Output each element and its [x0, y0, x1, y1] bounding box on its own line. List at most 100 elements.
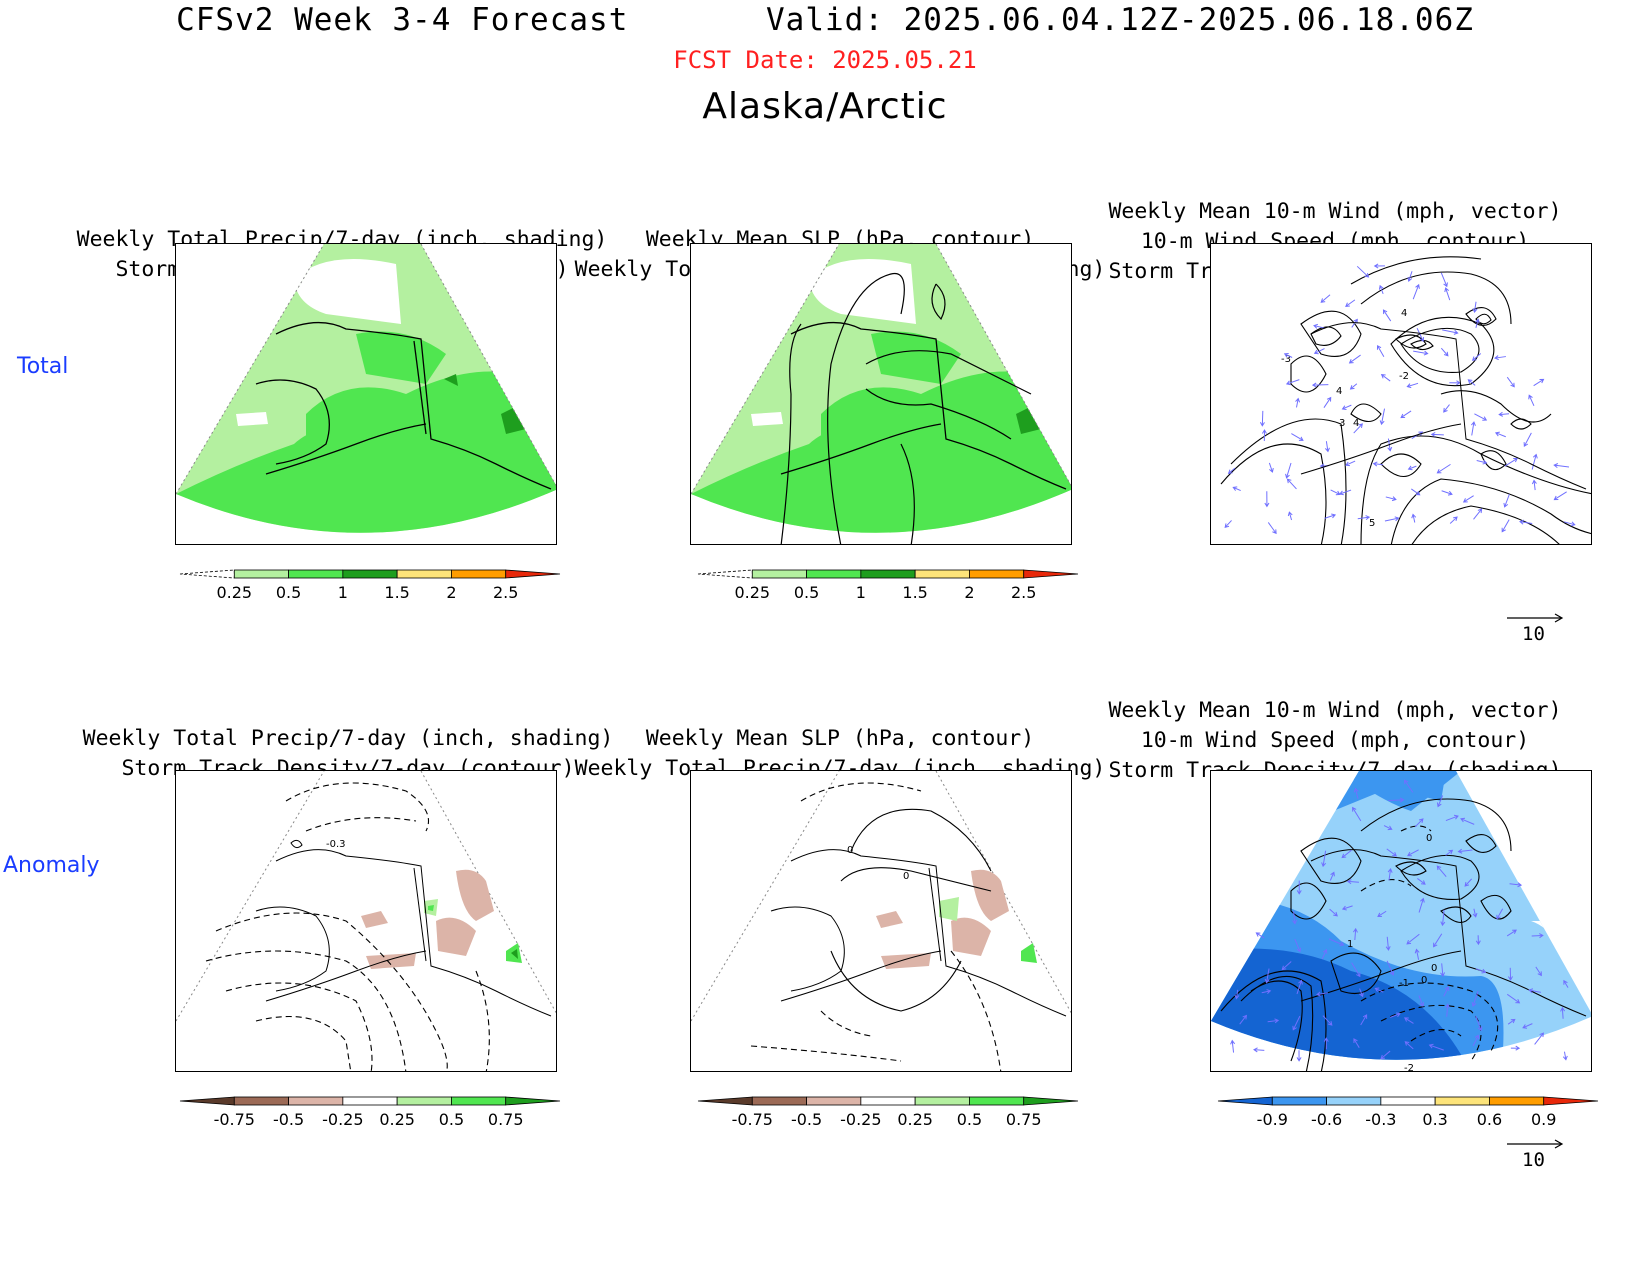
colorbar-tick-label: 0.75: [488, 1110, 524, 1129]
wind-vector: [1476, 459, 1488, 465]
colorbar-tick-label: 2.5: [493, 583, 518, 602]
wind-vector: [1349, 383, 1358, 390]
wind-vector: [1356, 265, 1370, 278]
wind-vector: [1475, 935, 1481, 946]
row-label-anomaly: Anomaly: [3, 853, 100, 878]
wind-vector: [1433, 933, 1443, 948]
wind-vector: [1444, 287, 1451, 301]
wind-vector: [1377, 910, 1387, 918]
wind-vector: [1470, 421, 1476, 436]
colorbar-tick-label: 2.5: [1011, 583, 1036, 602]
wind-vector: [1321, 850, 1327, 868]
wind-vector: [1464, 878, 1473, 887]
wind-vector: [1316, 991, 1329, 997]
wind-vector: [1234, 989, 1240, 1000]
wind-vector: [1359, 988, 1364, 998]
colorbar-segment: [969, 1096, 1025, 1106]
wind-vector: [1404, 779, 1414, 793]
wind-vector: [1374, 987, 1384, 993]
colorbar-segment: [1434, 1096, 1490, 1106]
colorbar-segment: [179, 569, 235, 579]
wind-vector: [1264, 491, 1270, 508]
wind-vector: [1523, 432, 1532, 447]
wind-vector: [1388, 797, 1405, 803]
wind-vector: [1563, 521, 1576, 527]
wind-vector: [1321, 948, 1328, 960]
colorbar-tick-label: -0.75: [732, 1110, 773, 1129]
wind-vector: [1341, 849, 1352, 859]
colorbar-tick-label: 0.5: [439, 1110, 464, 1129]
colorbar-tick-label: 0.75: [1006, 1110, 1042, 1129]
colorbar-tick-label: -0.25: [322, 1110, 363, 1129]
wind-vector: [1531, 933, 1544, 939]
colorbar-segment: [860, 569, 916, 579]
colorbar-segment: [1271, 1096, 1327, 1106]
map-anom-precip: -0.3: [175, 770, 557, 1072]
wind-vector: [1390, 1012, 1401, 1018]
colorbar-segment: [969, 569, 1025, 579]
colorbar-total-precip-2: 0.25 0.5 1 1.5 2 2.5: [688, 568, 1088, 608]
wind-vector: [1400, 410, 1412, 419]
wind-vector: [1353, 1038, 1360, 1048]
colorbar-tick-label: 1.5: [902, 583, 927, 602]
wind-vector: [1436, 463, 1451, 474]
colorbar-segment: [233, 1096, 289, 1106]
wind-vector: [1460, 817, 1475, 825]
reference-vector-label: 10: [1522, 1149, 1545, 1171]
colorbar-segment: [1217, 1096, 1273, 1106]
wind-vector: [1414, 948, 1420, 960]
wind-vector: [1560, 1006, 1566, 1019]
wind-vector: [1472, 908, 1478, 918]
colorbar-segment: [1380, 1096, 1436, 1106]
wind-vector: [1436, 865, 1447, 878]
wind-vector: [1311, 382, 1329, 388]
wind-vector: [1348, 354, 1361, 364]
colorbar-segment: [288, 569, 344, 579]
wind-vector: [1506, 993, 1521, 1004]
wind-vector: [1287, 511, 1293, 521]
colorbar-tick-label: 0.5: [276, 583, 301, 602]
wind-vector: [1292, 911, 1298, 925]
wind-vector: [1494, 431, 1506, 438]
colorbar-segment: [288, 1096, 344, 1106]
colorbar-tick-label: -0.75: [214, 1110, 255, 1129]
wind-vector: [1328, 938, 1345, 947]
colorbar-tick-label: 2: [446, 583, 456, 602]
map-anom-wind: 0 1 0 -1 0 -2: [1210, 770, 1592, 1072]
colorbar-tick-label: 0.25: [379, 1110, 415, 1129]
wind-vector: [1386, 960, 1395, 976]
wind-vector: [1506, 376, 1515, 388]
contour-label: 0: [1421, 975, 1427, 986]
colorbar-tick-label: 1.5: [384, 583, 409, 602]
colorbar-segment: [1543, 1096, 1599, 1106]
wind-vector: [1522, 1023, 1533, 1029]
wind-vector: [1503, 494, 1510, 508]
wind-vector: [1296, 1050, 1302, 1062]
wind-vector: [1531, 453, 1538, 470]
map-anom-slp: 0 0: [690, 770, 1072, 1072]
wind-vector: [1457, 848, 1473, 854]
wind-vector: [1320, 294, 1331, 303]
colorbar-segment: [860, 1096, 916, 1106]
wind-vector: [1562, 1051, 1568, 1061]
colorbar-segment: [751, 1096, 807, 1106]
wind-vector: [1418, 995, 1425, 1007]
contour-label: 0: [1431, 963, 1437, 974]
wind-vector: [1296, 880, 1302, 895]
wind-vector: [1296, 979, 1303, 995]
contour-label: -0.3: [326, 839, 346, 850]
wind-vector: [1474, 413, 1488, 421]
wind-vector: [1230, 1039, 1236, 1053]
reference-vector-label: 10: [1522, 623, 1545, 645]
colorbar-segment: [697, 1096, 753, 1106]
colorbar-segment: [179, 1096, 235, 1106]
wind-vector: [1291, 433, 1304, 441]
wind-vector: [1345, 460, 1356, 467]
map-total-precip: [175, 243, 557, 545]
wind-vector: [1553, 463, 1570, 469]
wind-vector: [1535, 966, 1542, 977]
wind-vector: [1387, 868, 1393, 881]
colorbar-tick-label: -0.5: [791, 1110, 822, 1129]
wind-vector: [1261, 429, 1267, 441]
colorbar-segment: [1326, 1096, 1382, 1106]
